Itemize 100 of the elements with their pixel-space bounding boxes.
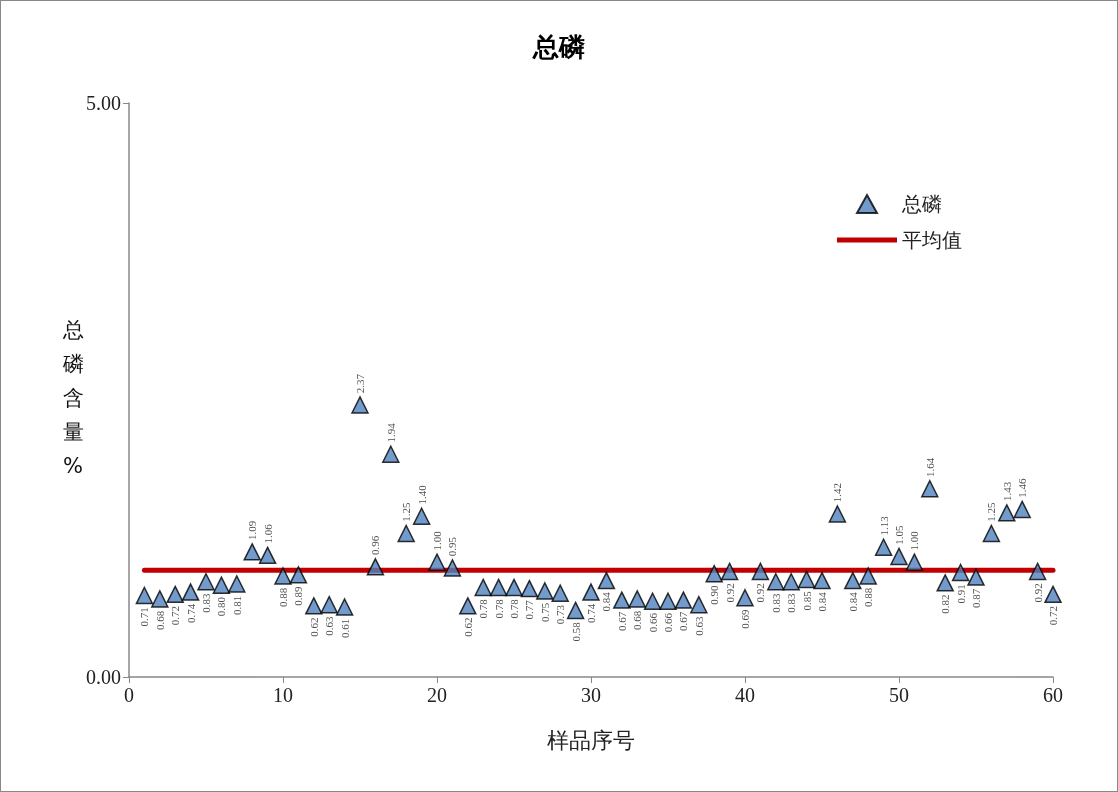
data-label: 0.72 bbox=[169, 606, 182, 626]
data-label: 1.00 bbox=[431, 530, 443, 551]
point bbox=[874, 538, 893, 557]
point bbox=[720, 562, 739, 581]
point bbox=[782, 572, 800, 591]
data-label: 0.78 bbox=[492, 598, 505, 619]
data-label: 0.81 bbox=[230, 595, 243, 616]
point bbox=[597, 571, 616, 590]
point bbox=[397, 524, 415, 543]
data-label: 1.94 bbox=[384, 422, 397, 443]
x-tick-label: 0 bbox=[124, 684, 134, 706]
point bbox=[951, 563, 970, 582]
point bbox=[844, 571, 862, 590]
data-label: 0.78 bbox=[508, 598, 520, 619]
y-tick-label: 0.00 bbox=[86, 666, 121, 688]
point bbox=[166, 585, 184, 604]
point bbox=[582, 583, 600, 601]
data-label: 0.83 bbox=[785, 592, 798, 613]
data-label: 2.37 bbox=[354, 373, 366, 394]
data-label: 0.67 bbox=[615, 611, 628, 632]
data-label: 0.90 bbox=[708, 584, 721, 605]
point bbox=[258, 546, 277, 565]
data-label: 0.96 bbox=[369, 535, 382, 556]
point bbox=[305, 597, 323, 615]
point bbox=[905, 553, 924, 571]
data-label: 0.92 bbox=[1031, 583, 1044, 603]
x-tick-label: 40 bbox=[735, 684, 755, 706]
data-label: 0.78 bbox=[477, 598, 490, 619]
point bbox=[505, 578, 523, 597]
data-label: 0.85 bbox=[800, 590, 813, 611]
data-label: 0.67 bbox=[677, 611, 690, 632]
data-label: 0.92 bbox=[754, 583, 767, 603]
data-label: 0.74 bbox=[585, 603, 597, 624]
point bbox=[351, 396, 369, 414]
data-label: 0.82 bbox=[939, 594, 952, 614]
data-label: 0.88 bbox=[277, 587, 289, 607]
point bbox=[890, 547, 908, 566]
point bbox=[181, 583, 200, 601]
data-label: 1.13 bbox=[877, 515, 890, 536]
point bbox=[382, 445, 400, 464]
point bbox=[936, 574, 954, 592]
point bbox=[674, 591, 693, 609]
x-tick-label: 60 bbox=[1043, 684, 1063, 706]
data-label: 0.77 bbox=[523, 599, 536, 620]
point bbox=[228, 575, 246, 593]
point bbox=[459, 597, 477, 615]
point bbox=[859, 567, 877, 585]
x-tick-label: 30 bbox=[581, 684, 601, 706]
point bbox=[921, 479, 939, 498]
point bbox=[197, 572, 215, 591]
data-label: 0.73 bbox=[554, 604, 567, 625]
point bbox=[412, 507, 431, 526]
data-label: 1.25 bbox=[985, 502, 998, 522]
x-axis-title: 样品序号 bbox=[547, 727, 635, 753]
data-label: 1.42 bbox=[831, 482, 844, 503]
data-label: 0.68 bbox=[153, 610, 166, 630]
data-label: 1.43 bbox=[1000, 481, 1013, 502]
point bbox=[998, 504, 1016, 522]
point bbox=[212, 576, 231, 594]
data-label: 0.80 bbox=[215, 596, 228, 617]
point bbox=[443, 559, 462, 577]
point bbox=[274, 567, 292, 585]
point bbox=[1013, 500, 1031, 519]
data-label: 1.25 bbox=[400, 502, 413, 522]
data-label: 0.88 bbox=[862, 587, 875, 607]
data-label: 1.00 bbox=[908, 530, 921, 551]
data-label: 0.92 bbox=[723, 583, 736, 603]
data-label: 0.83 bbox=[769, 592, 782, 613]
data-label: 0.71 bbox=[138, 607, 151, 627]
point bbox=[967, 568, 985, 586]
data-label: 0.95 bbox=[446, 536, 459, 557]
data-label: 0.89 bbox=[292, 586, 305, 606]
data-label: 1.06 bbox=[261, 523, 274, 544]
data-label: 0.66 bbox=[646, 612, 659, 633]
data-label: 1.64 bbox=[923, 457, 936, 477]
data-label: 0.69 bbox=[739, 609, 751, 629]
point bbox=[828, 505, 847, 523]
point bbox=[751, 562, 770, 581]
data-label: 0.62 bbox=[307, 617, 320, 637]
point bbox=[566, 601, 585, 620]
data-label: 0.83 bbox=[200, 592, 212, 613]
data-label: 1.09 bbox=[246, 520, 259, 541]
legend-label: 总磷 bbox=[901, 192, 942, 216]
point bbox=[643, 592, 662, 610]
point bbox=[705, 564, 723, 583]
data-label: 0.84 bbox=[846, 591, 859, 612]
data-label: 0.66 bbox=[662, 612, 674, 633]
point bbox=[243, 543, 261, 561]
data-label: 1.46 bbox=[1016, 477, 1029, 498]
point bbox=[551, 584, 569, 602]
point bbox=[736, 589, 754, 607]
chart-title: 总磷 bbox=[532, 32, 585, 62]
point bbox=[320, 595, 338, 614]
point bbox=[536, 582, 554, 600]
data-label: 0.58 bbox=[569, 621, 582, 642]
point bbox=[428, 553, 446, 571]
point bbox=[520, 579, 539, 598]
x-tick-label: 10 bbox=[273, 684, 293, 706]
data-label: 0.84 bbox=[816, 591, 828, 612]
point bbox=[690, 595, 708, 614]
